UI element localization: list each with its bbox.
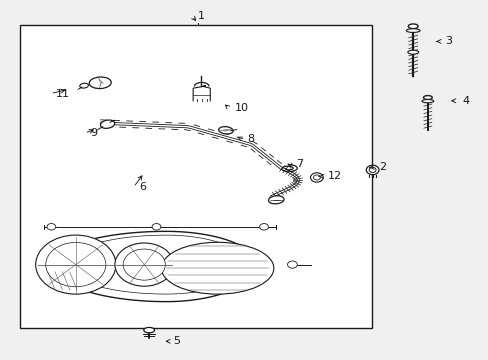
Ellipse shape <box>218 127 233 134</box>
Circle shape <box>287 261 297 268</box>
Ellipse shape <box>423 95 431 100</box>
Circle shape <box>310 173 323 182</box>
Ellipse shape <box>421 100 433 103</box>
Ellipse shape <box>407 24 417 28</box>
Circle shape <box>366 165 378 175</box>
Circle shape <box>45 243 105 287</box>
Circle shape <box>368 167 375 172</box>
Text: 5: 5 <box>173 336 180 346</box>
Text: 12: 12 <box>327 171 341 181</box>
Circle shape <box>36 235 116 294</box>
Circle shape <box>152 224 161 230</box>
Text: 4: 4 <box>461 96 468 106</box>
Circle shape <box>259 224 268 230</box>
Text: 9: 9 <box>90 128 98 138</box>
Text: 6: 6 <box>139 182 146 192</box>
Text: 1: 1 <box>198 11 204 21</box>
Text: 2: 2 <box>378 162 386 172</box>
Text: 7: 7 <box>295 159 303 169</box>
Ellipse shape <box>406 29 419 32</box>
Text: 10: 10 <box>234 103 248 113</box>
Ellipse shape <box>80 83 88 88</box>
Bar <box>20 25 371 328</box>
Circle shape <box>313 175 320 180</box>
Ellipse shape <box>407 50 418 54</box>
Ellipse shape <box>161 242 273 294</box>
Ellipse shape <box>100 120 115 129</box>
Text: 3: 3 <box>444 36 451 46</box>
Polygon shape <box>51 231 256 302</box>
Ellipse shape <box>268 196 284 204</box>
Ellipse shape <box>89 77 111 89</box>
Text: 8: 8 <box>246 134 254 144</box>
Circle shape <box>123 249 165 280</box>
Text: 11: 11 <box>56 89 70 99</box>
Circle shape <box>115 243 173 286</box>
Ellipse shape <box>143 328 154 333</box>
Circle shape <box>47 224 56 230</box>
